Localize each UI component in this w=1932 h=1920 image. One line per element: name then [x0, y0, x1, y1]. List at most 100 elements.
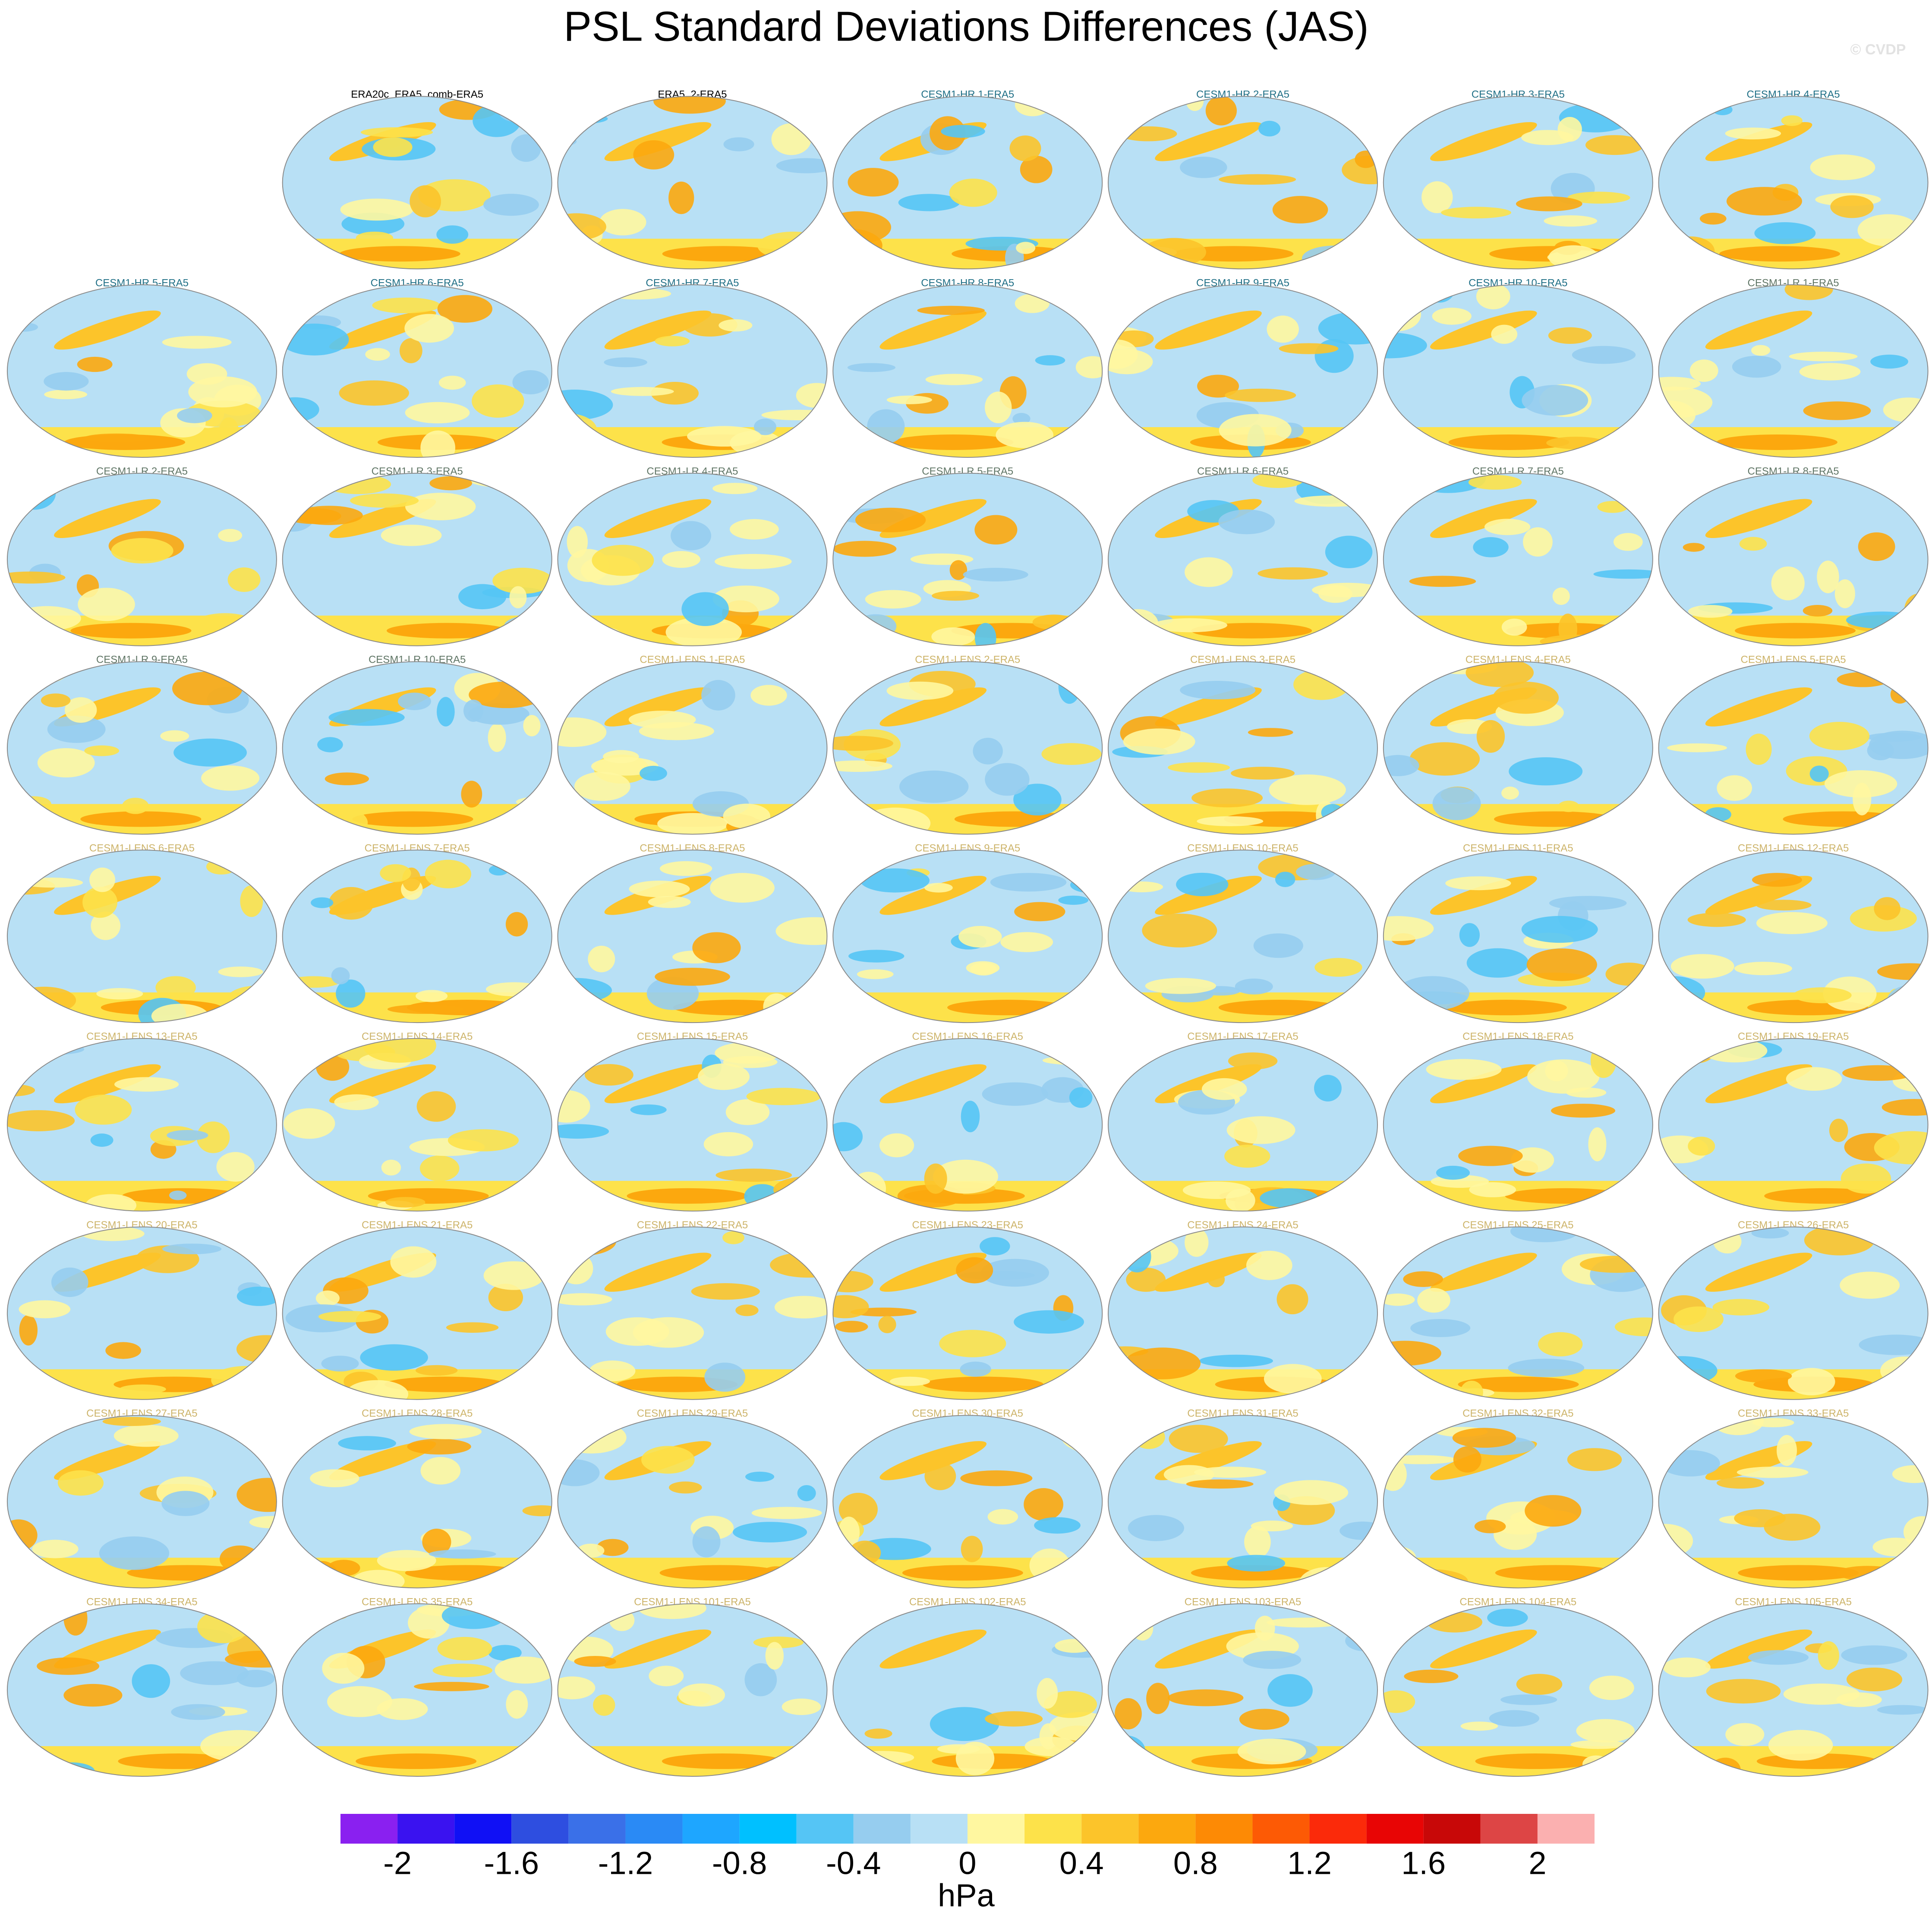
field-blob — [1784, 285, 1833, 300]
map-panel — [1383, 1415, 1653, 1589]
field-blob — [1872, 1537, 1919, 1557]
southern-streak — [627, 1188, 748, 1204]
field-blob — [955, 1741, 995, 1775]
field-blob — [44, 372, 89, 391]
field-blob — [283, 1108, 335, 1139]
field-blob — [397, 692, 431, 710]
field-blob — [1020, 155, 1053, 183]
map-field — [558, 285, 827, 458]
field-blob — [1383, 1545, 1416, 1570]
field-blob — [1037, 661, 1087, 677]
field-blob — [723, 137, 754, 151]
field-blob — [37, 748, 95, 777]
field-blob — [377, 1550, 436, 1571]
field-blob — [211, 1366, 277, 1394]
field-blob — [1614, 96, 1640, 110]
field-blob — [336, 979, 366, 1008]
field-blob — [1777, 1435, 1797, 1466]
field-blob — [1246, 1250, 1292, 1280]
field-blob — [429, 1549, 496, 1559]
field-blob — [710, 873, 775, 903]
field-blob — [975, 623, 996, 646]
field-blob — [352, 1570, 405, 1588]
map-panel — [282, 96, 552, 270]
field-blob — [1167, 1689, 1244, 1706]
field-blob — [1489, 1710, 1540, 1727]
globe-outline — [282, 284, 552, 458]
northern-streak — [1430, 499, 1537, 538]
field-blob — [1789, 352, 1858, 362]
field-blob — [629, 880, 690, 897]
field-blob — [939, 1330, 1006, 1357]
field-blob — [91, 911, 121, 940]
map-panel — [832, 1038, 1103, 1212]
map-panel — [557, 472, 828, 646]
colorbar-tick-label: 1.6 — [1401, 1845, 1446, 1881]
field-blob — [1793, 987, 1852, 1004]
field-blob — [1834, 579, 1855, 608]
field-blob — [1900, 102, 1922, 118]
field-blob — [1235, 979, 1273, 995]
field-blob — [7, 1519, 38, 1552]
field-blob — [837, 293, 886, 305]
southern-streak — [339, 246, 460, 262]
field-blob — [1199, 1354, 1273, 1367]
field-blob — [1383, 473, 1425, 496]
southern-streak — [1218, 1000, 1339, 1016]
field-blob — [1662, 1744, 1691, 1767]
globe-outline — [6, 1038, 277, 1212]
field-blob — [987, 1509, 1018, 1525]
northern-streak — [1430, 310, 1537, 350]
colorbar-box — [1366, 1814, 1424, 1844]
field-blob — [96, 988, 143, 1000]
southern-streak — [356, 1753, 477, 1769]
field-blob — [1473, 537, 1509, 557]
field-blob — [1258, 120, 1281, 137]
field-blob — [327, 1686, 392, 1717]
field-blob — [574, 1656, 616, 1667]
field-blob — [350, 493, 419, 508]
field-blob — [1725, 1723, 1765, 1746]
field-blob — [1593, 569, 1653, 579]
map-field — [1383, 473, 1653, 646]
field-blob — [1658, 387, 1713, 419]
field-blob — [1683, 543, 1705, 552]
field-blob — [1853, 783, 1872, 815]
field-blob — [172, 671, 243, 705]
field-blob — [310, 1469, 359, 1487]
field-blob — [1403, 1271, 1443, 1287]
colorbar-tick-label: 0.8 — [1173, 1845, 1218, 1881]
field-blob — [1124, 1347, 1201, 1379]
field-blob — [990, 873, 1067, 892]
field-blob — [649, 1665, 684, 1687]
field-blob — [1219, 174, 1296, 185]
field-blob — [1264, 1364, 1322, 1394]
field-blob — [1145, 978, 1216, 994]
field-blob — [1476, 285, 1510, 309]
field-blob — [1548, 327, 1592, 344]
field-blob — [848, 168, 899, 197]
field-blob — [236, 1335, 277, 1363]
field-blob — [1754, 222, 1816, 244]
map-field — [1658, 1604, 1928, 1777]
field-blob — [1225, 388, 1296, 402]
field-blob — [758, 1566, 795, 1588]
field-blob — [1384, 1455, 1456, 1464]
field-blob — [980, 1259, 1050, 1287]
northern-streak — [1705, 310, 1812, 350]
map-panel — [1108, 850, 1378, 1023]
field-blob — [1180, 157, 1227, 178]
field-blob — [1585, 135, 1645, 155]
southern-streak — [1458, 1376, 1579, 1392]
map-field — [282, 850, 552, 1023]
map-field — [7, 1415, 277, 1588]
field-blob — [99, 1536, 170, 1570]
field-blob — [1688, 605, 1733, 618]
field-blob — [1127, 1041, 1156, 1058]
map-panel — [282, 284, 552, 458]
field-blob — [1605, 963, 1653, 986]
field-blob — [1126, 1267, 1166, 1292]
field-blob — [1567, 192, 1630, 204]
field-blob — [225, 1650, 277, 1668]
field-blob — [197, 1610, 249, 1643]
